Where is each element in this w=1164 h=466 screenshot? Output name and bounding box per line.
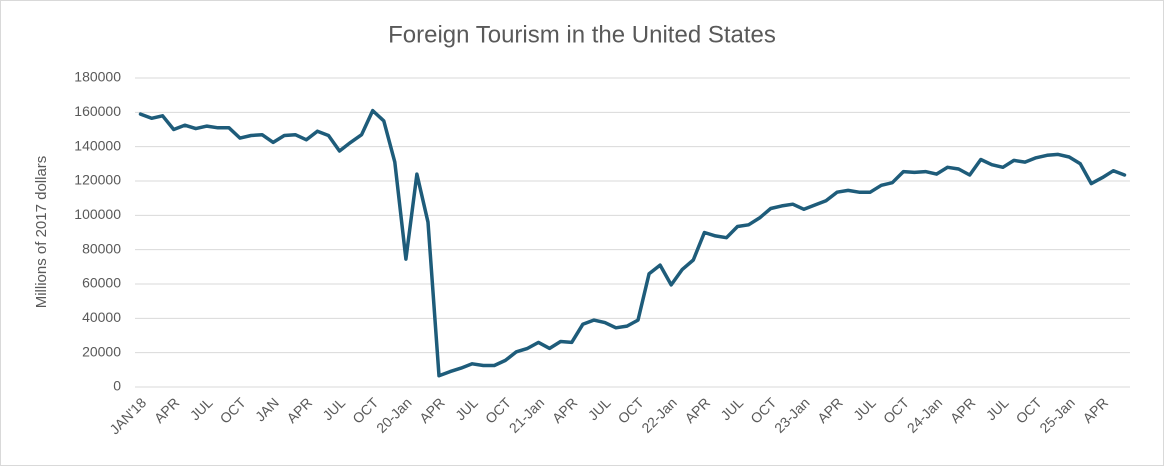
chart-title: Foreign Tourism in the United States [388, 21, 776, 48]
data-line [138, 108, 1127, 378]
y-tick-label: 20000 [82, 343, 121, 359]
y-tick-label: 40000 [82, 309, 121, 325]
y-tick-label: 120000 [74, 172, 121, 188]
y-tick-label: 140000 [74, 137, 121, 153]
y-tick-label: 160000 [74, 103, 121, 119]
y-tick-label: 60000 [82, 275, 121, 291]
y-tick-label: 100000 [74, 206, 121, 222]
y-tick-label: 80000 [82, 240, 121, 256]
y-tick-label: 0 [113, 378, 121, 394]
y-tick-label: 180000 [74, 69, 121, 85]
y-axis-label: Millions of 2017 dollars [33, 156, 50, 309]
